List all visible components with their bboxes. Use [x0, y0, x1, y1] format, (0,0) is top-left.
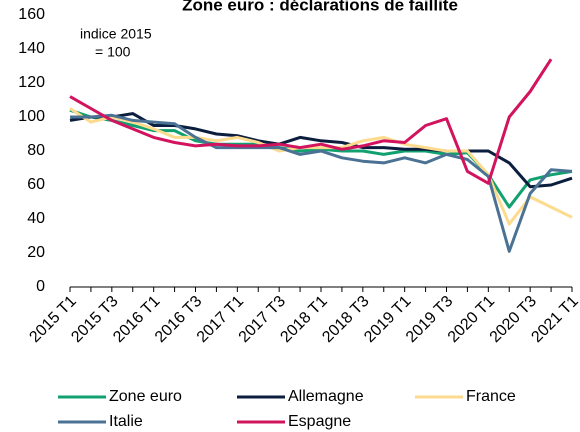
y-tick-label: 40 — [27, 210, 45, 227]
y-tick-label: 20 — [27, 244, 45, 261]
series-line — [69, 112, 573, 189]
y-tick-label: 160 — [18, 6, 45, 23]
y-tick-label: 60 — [27, 176, 45, 193]
y-tick-label: 140 — [18, 40, 45, 57]
y-tick-label: 100 — [18, 108, 45, 125]
chart-title: Zone euro : déclarations de faillite — [182, 0, 458, 14]
y-tick-label: 80 — [27, 142, 45, 159]
legend-label: Espagne — [288, 413, 351, 430]
y-tick-label: 120 — [18, 74, 45, 91]
y-tick-label: 0 — [36, 278, 45, 295]
legend-label: Allemagne — [288, 388, 364, 405]
series-line — [70, 113, 573, 253]
legend-label: Zone euro — [109, 388, 182, 405]
series-line — [69, 58, 553, 185]
legend-label: France — [466, 388, 516, 405]
x-tick-label: 2021 T1 — [528, 293, 580, 346]
annotation: indice 2015 — [80, 26, 152, 42]
legend-label: Italie — [109, 413, 143, 430]
annotation: = 100 — [95, 44, 131, 60]
